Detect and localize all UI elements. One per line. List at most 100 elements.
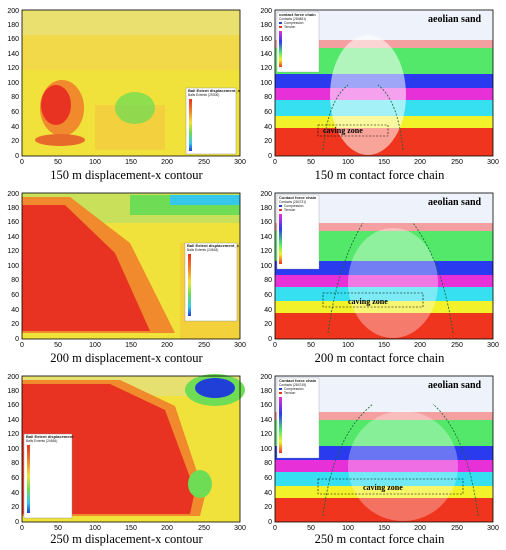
panel-caption: 150 m contact force chain: [314, 168, 445, 182]
contour-plot-200m: Ball Extent displacement_x Balls Extents…: [7, 191, 246, 349]
y-axis: 0 20 40 60 80 100 120 140 160 180 200: [7, 374, 19, 526]
y-axis: 0 20 40 60 80 100 120 140 160 180 200: [260, 374, 272, 526]
caving-zone-box: [317, 478, 464, 495]
green-region: [115, 92, 155, 124]
y-tick-label: 180: [260, 388, 272, 395]
y-tick-label: 120: [260, 65, 272, 72]
stress-arch: [348, 228, 438, 338]
plot-frame: [21, 9, 241, 157]
x-tick-label: 50: [307, 342, 315, 349]
aeolian-sand-label: aeolian sand: [428, 380, 482, 391]
panel-250m-forcechain: caving zone aeolian sand Contact force c…: [253, 366, 506, 549]
x-tick-label: 50: [54, 342, 62, 349]
layer-cyan: [275, 472, 493, 486]
x-tick-label: 250: [198, 159, 210, 166]
x-tick-label: 0: [273, 159, 277, 166]
x-tick-label: 300: [234, 342, 246, 349]
legend-swatch-tension: [279, 392, 282, 394]
x-tick-label: 100: [342, 525, 354, 532]
y-axis: 0 20 40 60 80 100 120 140 160 180 200: [7, 8, 19, 160]
x-tick-label: 100: [89, 525, 101, 532]
plot-frame: [274, 192, 494, 340]
legend-title: Contact force chain: [279, 195, 317, 200]
x-tick-label: 200: [414, 525, 426, 532]
layer-magenta: [275, 275, 493, 287]
y-tick-label: 120: [7, 65, 19, 72]
y-tick-label: 0: [15, 519, 19, 526]
legend-item: Compression: [284, 387, 304, 391]
blue-region: [195, 378, 235, 398]
legend-box: [23, 433, 73, 519]
y-tick-label: 140: [7, 417, 19, 424]
legend-box: [276, 11, 320, 73]
x-tick-label: 300: [234, 525, 246, 532]
legend-colorbar: [188, 254, 191, 316]
contour-plot-150m: Ball Extent displacement_x Balls Extents…: [7, 8, 246, 166]
panel-150m-displacement: Ball Extent displacement_x Balls Extents…: [0, 0, 253, 183]
y-tick-label: 80: [11, 94, 19, 101]
x-tick-label: 50: [307, 159, 315, 166]
x-tick-label: 0: [20, 525, 24, 532]
x-tick-label: 250: [451, 159, 463, 166]
x-tick-label: 300: [487, 525, 499, 532]
y-tick-label: 40: [11, 307, 19, 314]
y-tick-label: 140: [260, 234, 272, 241]
x-axis: 0 50 100 150 200 250 300: [20, 159, 246, 166]
x-axis: 0 50 100 150 200 250 300: [273, 159, 499, 166]
y-tick-label: 0: [268, 336, 272, 343]
y-tick-label: 80: [264, 94, 272, 101]
y-tick-label: 20: [11, 138, 19, 145]
x-tick-label: 100: [342, 342, 354, 349]
y-tick-label: 100: [7, 446, 19, 453]
legend-colorbar: [27, 445, 30, 513]
legend-swatch-compression: [279, 388, 282, 390]
x-tick-label: 50: [307, 525, 315, 532]
forcechain-plot-250m: caving zone aeolian sand Contact force c…: [260, 374, 499, 532]
caving-zone-box: [317, 124, 389, 137]
legend-swatches: [189, 99, 192, 151]
legend-subtitle: Balls Extents (24818): [187, 248, 218, 252]
legend-title: Ball Extent displacement_x: [188, 88, 241, 93]
legend-box: [276, 194, 320, 270]
y-tick-label: 100: [7, 80, 19, 87]
panel-caption: 200 m contact force chain: [314, 351, 445, 365]
legend-swatch-compression: [279, 22, 282, 24]
y-axis: 0 20 40 60 80 100 120 140 160 180 200: [260, 191, 272, 343]
y-tick-label: 140: [260, 51, 272, 58]
y-tick-label: 120: [7, 248, 19, 255]
panel-caption: 200 m displacement-x contour: [50, 351, 203, 365]
y-tick-label: 40: [264, 490, 272, 497]
layer-yellow: [275, 301, 493, 313]
x-tick-label: 250: [198, 525, 210, 532]
forcechain-plot-200m: caving zone aeolian sand Contact force c…: [260, 191, 499, 349]
y-tick-label: 60: [264, 475, 272, 482]
y-tick-label: 200: [7, 374, 19, 381]
y-tick-label: 100: [7, 263, 19, 270]
x-tick-label: 200: [161, 342, 173, 349]
y-tick-label: 180: [7, 22, 19, 29]
y-tick-label: 60: [11, 109, 19, 116]
y-tick-label: 140: [260, 417, 272, 424]
y-tick-label: 20: [264, 504, 272, 511]
x-tick-label: 250: [198, 342, 210, 349]
x-tick-label: 200: [161, 525, 173, 532]
legend-swatch-tension: [279, 209, 282, 211]
layer-pink: [275, 412, 493, 420]
y-tick-label: 0: [268, 153, 272, 160]
y-tick-label: 40: [11, 124, 19, 131]
x-tick-label: 0: [20, 342, 24, 349]
y-tick-label: 20: [264, 321, 272, 328]
y-tick-label: 40: [264, 124, 272, 131]
panel-150m-forcechain: caving zone aeolian sand contact force c…: [253, 0, 506, 183]
y-tick-label: 0: [268, 519, 272, 526]
legend-subtitle: Contacts (284745): [279, 383, 306, 387]
legend-title: Ball Extent displacement: [26, 434, 74, 439]
y-tick-label: 160: [7, 219, 19, 226]
panel-caption: 250 m displacement-x contour: [50, 532, 203, 546]
y-tick-label: 160: [260, 219, 272, 226]
y-axis: 0 20 40 60 80 100 120 140 160 180 200: [7, 191, 19, 343]
y-tick-label: 20: [11, 504, 19, 511]
arch-boundary: [322, 403, 479, 517]
x-tick-label: 100: [342, 159, 354, 166]
x-tick-label: 200: [414, 159, 426, 166]
